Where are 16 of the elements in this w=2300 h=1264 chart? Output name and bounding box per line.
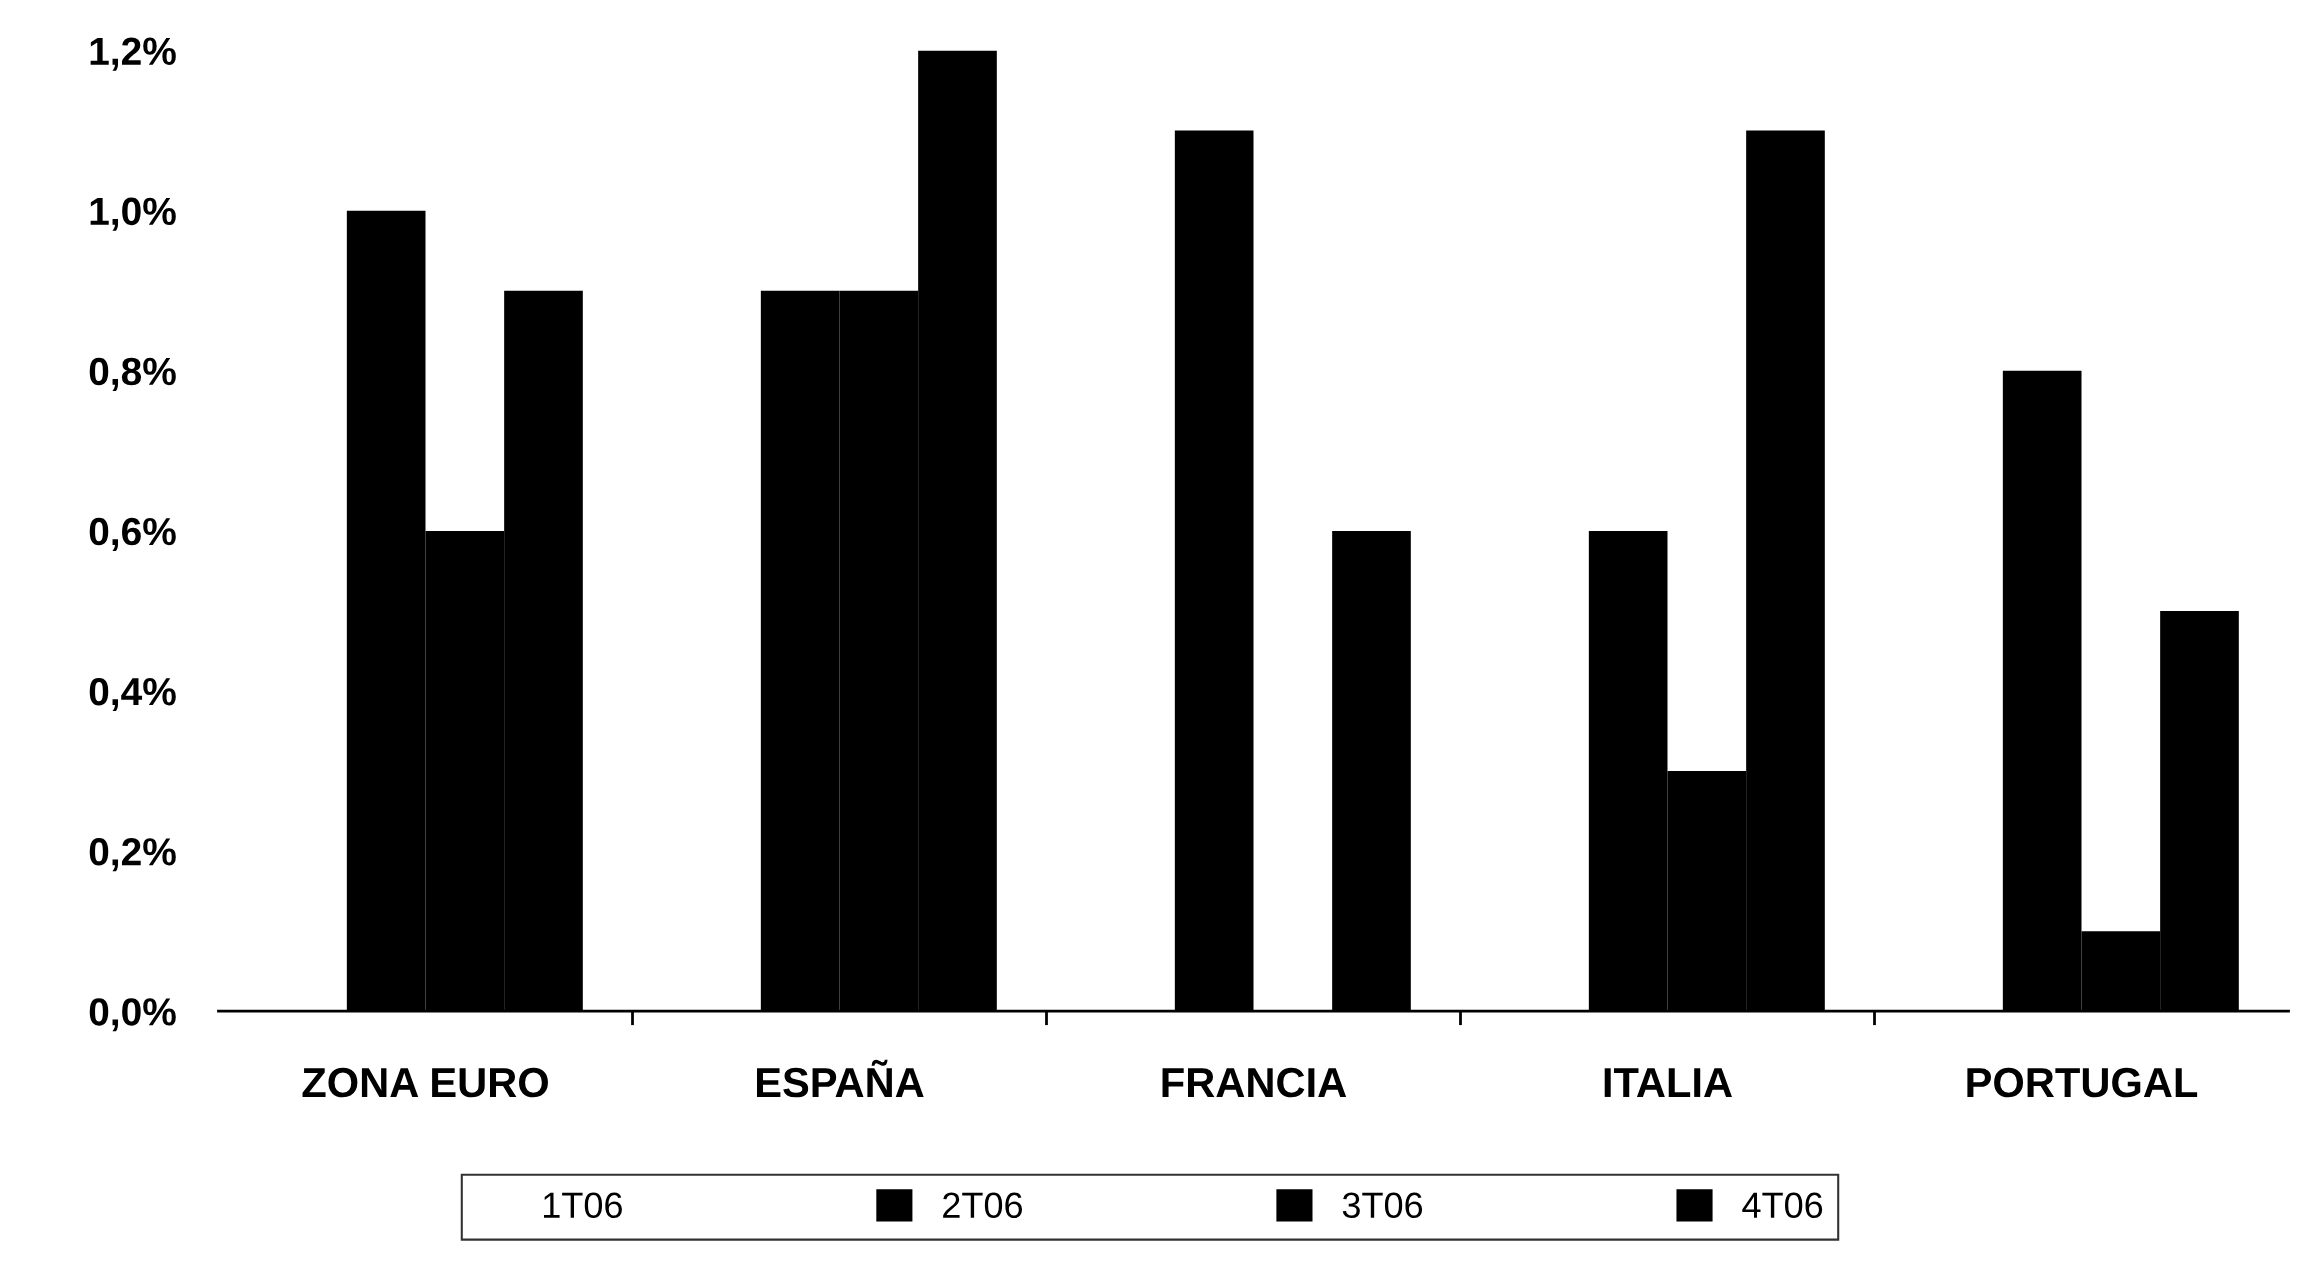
y-tick-label: 0,0% — [89, 998, 176, 1032]
y-tick-label: 1,0% — [90, 197, 176, 231]
y-tick-label: 0,8% — [89, 357, 176, 391]
x-tick-label: FRANCIA — [1162, 1067, 1347, 1098]
legend-label: 2T06 — [943, 1192, 1023, 1219]
y-tick-label: 0,2% — [89, 838, 176, 872]
x-tick-label: ITALIA — [1604, 1068, 1732, 1097]
x-tick-label: ZONA EURO — [302, 1067, 548, 1098]
x-tick-label: PORTUGAL — [1967, 1067, 2198, 1098]
y-tick-label: 0,4% — [89, 677, 176, 712]
text: 1T06 — [543, 1192, 622, 1219]
y-tick-label: 0,6% — [89, 517, 176, 551]
legend-label: 4T06 — [1742, 1192, 1823, 1219]
x-tick-label: ESPAÑA — [757, 1059, 924, 1098]
y-tick-label: 1,2% — [90, 37, 176, 71]
legend-label: 3T06 — [1342, 1192, 1423, 1219]
